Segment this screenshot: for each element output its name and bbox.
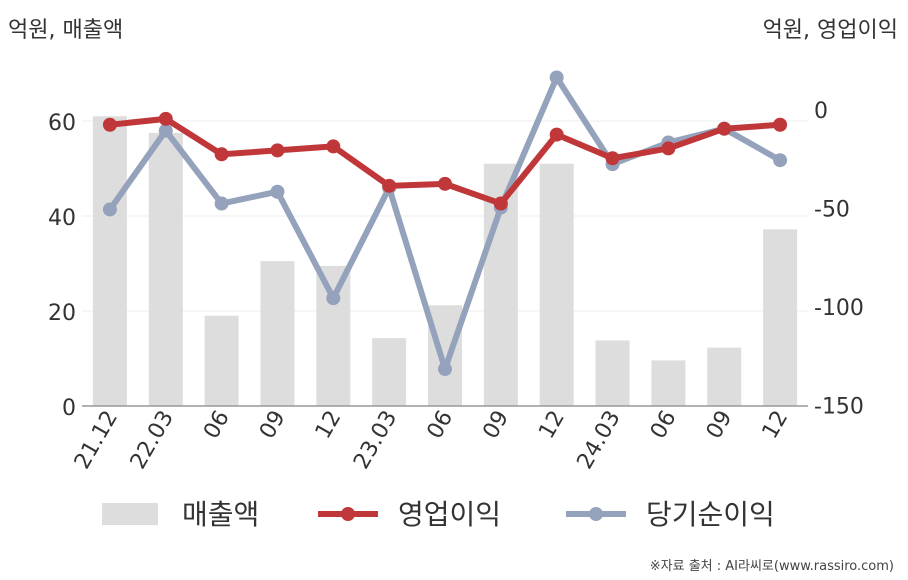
revenue-bar: [204, 315, 239, 406]
x-tick-label: 09: [478, 407, 514, 444]
revenue-bar: [763, 229, 798, 406]
operating-profit-point: [773, 117, 788, 132]
net-income-point: [549, 70, 564, 85]
operating-profit-point: [717, 121, 732, 136]
x-tick-label: 24.03: [573, 407, 626, 474]
legend-marker-net-income: [589, 507, 603, 521]
right-axis-title: 억원, 영업이익: [762, 18, 898, 43]
source-note: ※자료 출처 : AI라씨로(www.rassiro.com): [649, 559, 894, 574]
right-tick-label: -150: [814, 395, 864, 420]
x-tick-label: 21.12: [70, 407, 123, 474]
operating-profit-point: [382, 178, 397, 193]
operating-profit-point: [493, 196, 508, 211]
legend-label-operating-profit: 영업이익: [398, 498, 501, 531]
operating-profit-point: [549, 127, 564, 142]
net-income-point: [158, 123, 173, 138]
legend-marker-operating-profit: [341, 507, 355, 521]
revenue-bar: [539, 163, 574, 406]
x-tick-label: 22.03: [126, 407, 179, 474]
left-axis-title: 억원, 매출액: [8, 18, 124, 43]
net-income-point: [270, 184, 285, 199]
x-tick-label: 09: [255, 407, 291, 444]
operating-profit-point: [661, 141, 676, 156]
operating-profit-point: [326, 139, 341, 154]
net-income-point: [214, 196, 229, 211]
legend-swatch-revenue: [102, 503, 158, 525]
net-income-point: [102, 202, 117, 217]
operating-profit-point: [438, 176, 452, 191]
operating-profit-point: [158, 111, 173, 126]
revenue-bar: [92, 116, 127, 406]
revenue-bar: [316, 265, 351, 406]
operating-profit-point: [605, 151, 620, 166]
net-income-point: [326, 291, 341, 306]
revenue-bar: [595, 340, 630, 406]
operating-profit-point: [102, 117, 117, 132]
revenue-bar: [707, 347, 742, 406]
legend-label-net-income: 당기순이익: [646, 498, 775, 531]
x-tick-label: 06: [199, 407, 235, 444]
x-tick-label: 06: [646, 407, 682, 444]
revenue-bar: [651, 360, 686, 406]
left-tick-label: 40: [48, 206, 76, 231]
left-tick-label: 20: [48, 301, 76, 326]
x-tick-label: 23.03: [349, 407, 402, 474]
right-tick-label: 0: [814, 99, 828, 124]
right-tick-label: -50: [814, 198, 850, 223]
revenue-bar: [372, 338, 407, 406]
x-tick-label: 09: [702, 407, 738, 444]
x-tick-label: 12: [534, 407, 570, 444]
x-tick-label: 12: [758, 407, 794, 444]
left-tick-label: 0: [62, 396, 76, 421]
operating-profit-point: [214, 147, 229, 162]
operating-profit-point: [270, 143, 285, 158]
legend-label-revenue: 매출액: [182, 498, 259, 531]
net-income-point: [773, 153, 788, 168]
x-tick-label: 12: [311, 407, 347, 444]
left-tick-label: 60: [48, 111, 76, 136]
revenue-bar: [260, 261, 295, 406]
revenue-bar: [148, 132, 183, 406]
net-income-point: [438, 362, 452, 377]
right-tick-label: -100: [814, 296, 864, 321]
x-tick-label: 06: [423, 407, 459, 444]
